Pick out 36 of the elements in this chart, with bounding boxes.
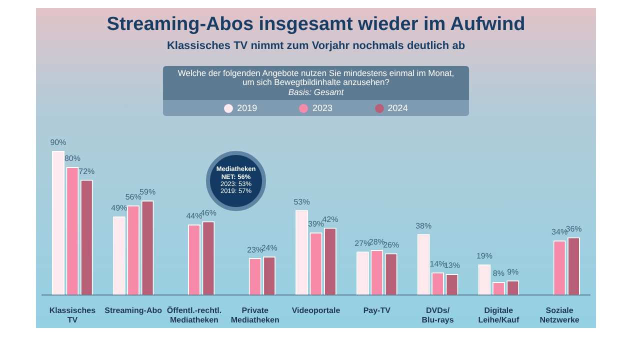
text: Welche der folgenden Angebote nutzen Sie mindestens einmal im Monat, um sich Bewegtbildinhalte anzusehen? — [176, 68, 456, 88]
data-label: 49% — [111, 204, 128, 213]
data-label: 38% — [416, 221, 432, 230]
x-tick-label: Videoportale — [292, 306, 341, 315]
data-label: 56% — [125, 192, 142, 202]
x-tick-label: Streaming-Abo — [104, 306, 162, 315]
x-tick-label: DVDs/ Blu-rays — [422, 306, 454, 324]
chart-title: Streaming-Abos insgesamt wieder im Aufwind — [106, 13, 526, 36]
x-tick-label: Klassisches TV — [49, 306, 96, 324]
x-tick-label: Öffentl.-rechtl. Mediatheken — [166, 306, 222, 324]
data-label: 44% — [186, 212, 202, 221]
data-label: 34% — [552, 228, 568, 237]
x-tick-label: Digitale Leihe/Kauf — [478, 306, 520, 324]
data-label: 46% — [200, 208, 216, 218]
legend-label: 2024 — [386, 103, 408, 114]
data-label: 26% — [383, 240, 400, 250]
x-tick-label: Soziale Netzwerke — [540, 306, 580, 324]
data-label: 19% — [476, 252, 492, 261]
data-label: 53% — [294, 197, 310, 206]
data-label: 39% — [308, 220, 324, 229]
x-tick-label: Pay-TV — [363, 306, 392, 315]
data-label: 72% — [78, 166, 95, 176]
data-label: 9% — [507, 268, 519, 277]
data-label: 80% — [64, 154, 80, 164]
text: Basis: Gesamt — [288, 86, 345, 98]
x-tick-label: Private Mediatheken — [230, 306, 280, 324]
data-label: 59% — [140, 188, 156, 197]
data-label: 8% — [492, 269, 504, 278]
data-label: 14% — [430, 260, 446, 269]
legend-label: 2023 — [311, 103, 332, 114]
data-label: 36% — [566, 224, 582, 234]
data-label: 90% — [50, 138, 66, 148]
data-label: 13% — [444, 261, 460, 270]
data-label: 42% — [322, 214, 338, 224]
chart-subtitle: Klassisches TV nimmt zum Vorjahr nochmals deutlich ab — [166, 40, 466, 52]
legend-label: 2019 — [236, 103, 258, 114]
